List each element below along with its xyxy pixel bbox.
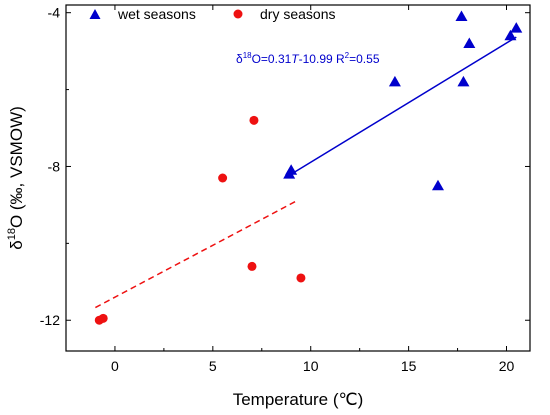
annotation-mid: O=0.31	[252, 52, 292, 66]
x-tick-label-15: 15	[401, 358, 417, 374]
y-axis-title: δ18O (‰, VSMOW)	[6, 106, 26, 250]
axis-ticks	[65, 5, 530, 351]
x-tick-label-10: 10	[303, 358, 319, 374]
wet-season-point	[457, 75, 470, 87]
annotation-post: =0.55	[349, 52, 380, 66]
x-tick-label-0: 0	[111, 358, 119, 374]
y-tick-label--4: -4	[48, 5, 61, 21]
x-tick-label-20: 20	[499, 358, 515, 374]
dry-season-point	[247, 261, 257, 271]
legend-marker-dry	[233, 9, 243, 19]
legend-label-dry: dry seasons	[260, 6, 335, 22]
plot-frame	[65, 4, 531, 352]
y-tick-label--12: -12	[40, 312, 60, 328]
y-axis-title-sup: 18	[6, 228, 18, 240]
y-axis-title-delta: δ	[7, 240, 26, 249]
fit-line-dry	[95, 201, 296, 309]
wet-season-point	[285, 164, 298, 175]
regression-lines	[95, 36, 517, 309]
wet-season-point	[388, 75, 401, 87]
dry-season-point	[98, 313, 108, 323]
annotation-sup-18: 18	[243, 51, 252, 60]
wet-season-point	[504, 29, 517, 41]
wet-season-point	[510, 22, 523, 33]
dry-season-point	[218, 173, 228, 183]
annotation-delta: δ	[236, 52, 243, 66]
annotation-var: T	[291, 52, 300, 66]
regression-annotation: δ18O=0.31T-10.99 R2=0.55	[236, 51, 380, 66]
y-tick-label--8: -8	[48, 158, 61, 174]
legend: wet seasons dry seasons	[89, 6, 335, 22]
data-points	[94, 10, 523, 325]
y-axis-title-rest: O (‰, VSMOW)	[7, 106, 26, 228]
x-axis-title: Temperature (℃)	[233, 390, 364, 409]
tick-labels: 0 5 10 15 20 -12 -8 -4	[40, 5, 515, 374]
fit-line-wet	[284, 36, 517, 179]
wet-season-point	[431, 179, 444, 191]
dry-season-point	[296, 273, 306, 283]
wet-season-point	[455, 10, 468, 22]
dry-season-point	[249, 115, 259, 125]
annotation-mid2: -10.99 R	[299, 52, 345, 66]
legend-marker-wet	[89, 9, 101, 19]
x-tick-label-5: 5	[209, 358, 217, 374]
annotation-sup-2: 2	[345, 51, 350, 60]
legend-label-wet: wet seasons	[117, 6, 196, 22]
wet-season-point	[463, 37, 476, 48]
